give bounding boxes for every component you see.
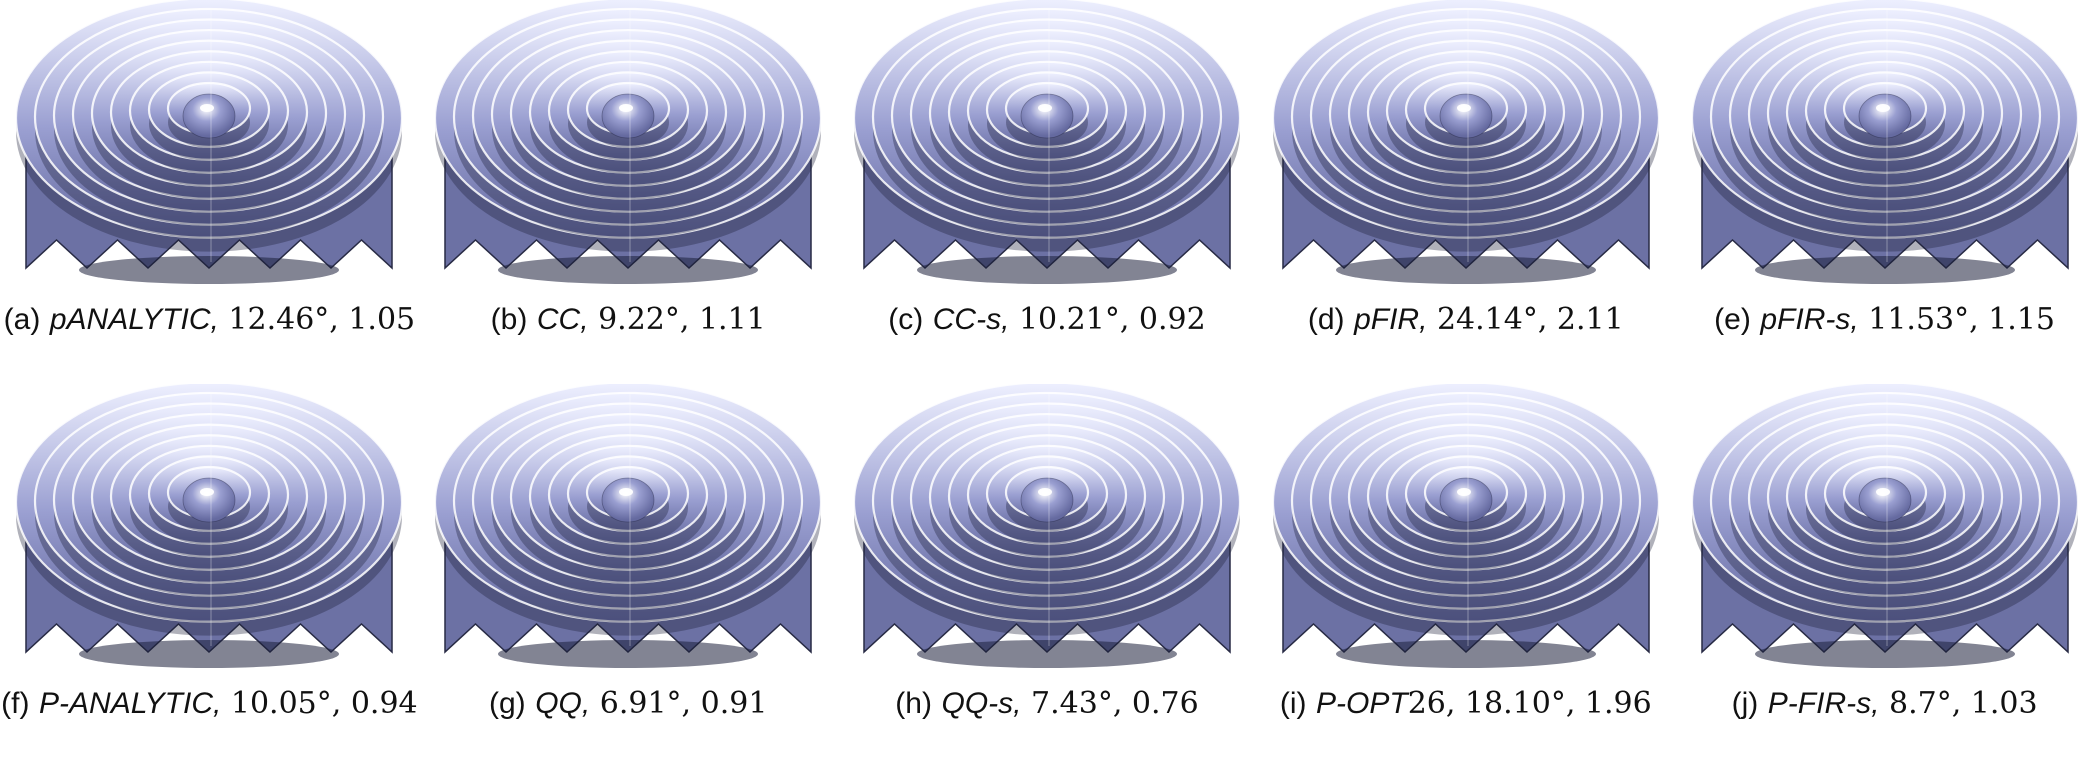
panel-letter: (h) xyxy=(895,687,932,720)
surface-render xyxy=(14,384,404,674)
method-name: QQ-s, xyxy=(941,687,1022,720)
surface-render xyxy=(852,384,1242,674)
ripple-surface-graphic xyxy=(1271,0,1660,284)
panel-values: 24.14°, 2.11 xyxy=(1436,302,1624,337)
panel-caption: (h) QQ-s, 7.43°, 0.76 xyxy=(838,686,1257,722)
panel-g: (g) QQ, 6.91°, 0.91 xyxy=(419,384,838,768)
surface-render xyxy=(1271,384,1661,674)
ripple-surface-graphic xyxy=(852,384,1242,668)
surface-render xyxy=(433,384,823,674)
panel-values: 10.05°, 0.94 xyxy=(230,686,418,721)
panel-caption: (e) pFIR-s, 11.53°, 1.15 xyxy=(1675,302,2094,338)
panel-letter: (b) xyxy=(490,303,528,336)
method-name: P-ANALYTIC, xyxy=(39,687,222,720)
surface-render xyxy=(14,0,404,290)
method-name: pFIR, xyxy=(1354,303,1428,336)
panel-values: 6.91°, 0.91 xyxy=(599,686,768,721)
panel-a: (a) pANALYTIC, 12.46°, 1.05 xyxy=(0,0,419,384)
method-name: pFIR-s, xyxy=(1760,303,1859,336)
ripple-surface-graphic xyxy=(15,384,404,668)
panel-caption: (j) P-FIR-s, 8.7°, 1.03 xyxy=(1675,686,2094,722)
method-name: CC-s, xyxy=(932,303,1010,336)
panel-caption: (b) CC, 9.22°, 1.11 xyxy=(419,302,838,338)
ripple-surface-graphic xyxy=(1690,384,2079,668)
panel-values: 7.43°, 0.76 xyxy=(1031,686,1199,721)
panel-d: (d) pFIR, 24.14°, 2.11 xyxy=(1256,0,1675,384)
panel-values: 8.7°, 1.03 xyxy=(1888,686,2038,721)
panel-values: 26, 18.10°, 1.96 xyxy=(1407,686,1652,721)
panel-letter: (a) xyxy=(3,303,41,336)
ripple-surface-graphic xyxy=(434,0,823,284)
panel-i: (i) P-OPT26, 18.10°, 1.96 xyxy=(1256,384,1675,768)
panel-values: 10.21°, 0.92 xyxy=(1018,302,1206,337)
panel-j: (j) P-FIR-s, 8.7°, 1.03 xyxy=(1675,384,2094,768)
ripple-surface-graphic xyxy=(15,0,404,284)
panel-values: 11.53°, 1.15 xyxy=(1868,302,2056,337)
panel-e: (e) pFIR-s, 11.53°, 1.15 xyxy=(1675,0,2094,384)
panel-caption: (a) pANALYTIC, 12.46°, 1.05 xyxy=(0,302,419,338)
method-name: P-OPT xyxy=(1316,687,1408,720)
panel-values: 12.46°, 1.05 xyxy=(228,302,416,337)
panel-letter: (f) xyxy=(1,687,30,720)
panel-letter: (e) xyxy=(1714,303,1751,336)
surface-render xyxy=(1271,0,1661,290)
panel-caption: (g) QQ, 6.91°, 0.91 xyxy=(419,686,838,722)
surface-render xyxy=(1690,0,2080,290)
ripple-surface-graphic xyxy=(1271,384,1660,668)
ripple-surface-graphic xyxy=(1690,0,2079,284)
panel-caption: (f) P-ANALYTIC, 10.05°, 0.94 xyxy=(0,686,419,722)
method-name: P-FIR-s, xyxy=(1767,687,1880,720)
ripple-surface-graphic xyxy=(852,0,1242,284)
panel-caption: (i) P-OPT26, 18.10°, 1.96 xyxy=(1256,686,1675,722)
panel-caption: (c) CC-s, 10.21°, 0.92 xyxy=(838,302,1257,338)
panel-letter: (i) xyxy=(1279,687,1307,720)
surface-render xyxy=(433,0,823,290)
panel-letter: (c) xyxy=(888,303,924,336)
panel-letter: (j) xyxy=(1731,687,1759,720)
ripple-surface-graphic xyxy=(434,384,823,668)
panel-values: 9.22°, 1.11 xyxy=(598,302,766,337)
panel-letter: (d) xyxy=(1307,303,1345,336)
panel-f: (f) P-ANALYTIC, 10.05°, 0.94 xyxy=(0,384,419,768)
panel-c: (c) CC-s, 10.21°, 0.92 xyxy=(838,0,1257,384)
surface-render xyxy=(1690,384,2080,674)
method-name: QQ, xyxy=(535,687,591,720)
panel-letter: (g) xyxy=(488,687,526,720)
method-name: pANALYTIC, xyxy=(49,303,219,336)
method-name: CC, xyxy=(536,303,589,336)
panel-caption: (d) pFIR, 24.14°, 2.11 xyxy=(1256,302,1675,338)
panel-b: (b) CC, 9.22°, 1.11 xyxy=(419,0,838,384)
panel-h: (h) QQ-s, 7.43°, 0.76 xyxy=(838,384,1257,768)
surface-render xyxy=(852,0,1242,290)
